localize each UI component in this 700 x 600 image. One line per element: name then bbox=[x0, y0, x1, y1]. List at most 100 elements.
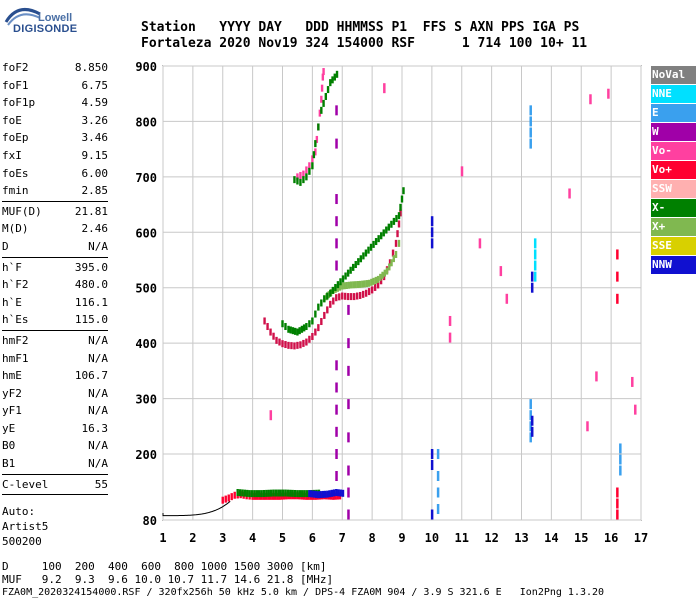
echo-point bbox=[347, 465, 350, 476]
param-value: N/A bbox=[88, 439, 108, 453]
param-value: 21.81 bbox=[74, 204, 108, 218]
echo-point bbox=[269, 489, 273, 497]
param-value: N/A bbox=[88, 351, 108, 365]
echo-point bbox=[385, 267, 389, 275]
echo-point bbox=[347, 509, 350, 520]
echo-point bbox=[263, 317, 266, 325]
y-tick-label: 200 bbox=[135, 448, 157, 462]
param-row: B1 N/A bbox=[2, 455, 108, 473]
echo-point bbox=[248, 490, 251, 498]
param-value: 6.00 bbox=[81, 166, 109, 180]
separator bbox=[2, 329, 108, 331]
param-name: foEp bbox=[2, 131, 29, 145]
x-tick-label: 11 bbox=[455, 531, 469, 545]
echo-point bbox=[266, 323, 269, 331]
echo-point bbox=[379, 273, 382, 281]
echo-point bbox=[394, 250, 398, 258]
logo-lowell: Lowell bbox=[38, 12, 73, 24]
echo-point bbox=[382, 229, 385, 237]
echo-point bbox=[392, 217, 396, 225]
echo-point bbox=[289, 326, 292, 334]
echo-point bbox=[353, 293, 356, 301]
echo-point bbox=[339, 489, 342, 497]
echo-point bbox=[586, 421, 589, 432]
echo-point bbox=[383, 269, 387, 277]
param-row: h`F 395.0 bbox=[2, 259, 108, 277]
echo-point bbox=[269, 328, 272, 336]
echo-point bbox=[336, 281, 340, 289]
echo-point bbox=[383, 83, 386, 94]
echo-point bbox=[335, 216, 338, 227]
echo-point bbox=[308, 320, 311, 328]
legend-item: NNE bbox=[651, 85, 696, 103]
echo-point bbox=[335, 360, 338, 371]
echo-point bbox=[347, 338, 350, 349]
echo-point bbox=[238, 489, 242, 497]
param-value: 115.0 bbox=[74, 313, 108, 327]
echo-point bbox=[326, 490, 329, 498]
param-value: 3.46 bbox=[81, 131, 109, 145]
echo-point bbox=[323, 490, 327, 498]
echo-point bbox=[402, 187, 405, 195]
echo-point bbox=[377, 235, 380, 243]
echo-point bbox=[335, 449, 338, 459]
echo-point bbox=[341, 292, 344, 300]
echo-point bbox=[631, 376, 634, 387]
digisonde-logo-swoosh bbox=[4, 8, 41, 26]
echo-point bbox=[392, 255, 395, 263]
echo-point bbox=[314, 310, 317, 318]
separator bbox=[2, 473, 108, 475]
echo-point bbox=[367, 279, 371, 287]
echo-point bbox=[529, 421, 532, 432]
echo-point bbox=[376, 275, 380, 283]
echo-point bbox=[298, 327, 301, 335]
echo-point bbox=[253, 490, 256, 498]
echo-point bbox=[224, 495, 227, 503]
echo-point bbox=[400, 195, 404, 203]
echo-point bbox=[530, 426, 534, 437]
logo-digisonde: DIGISONDE bbox=[13, 23, 78, 35]
echo-point bbox=[347, 487, 350, 498]
separator bbox=[2, 200, 108, 202]
echo-point bbox=[352, 263, 355, 271]
echo-point bbox=[347, 365, 350, 376]
echo-point bbox=[303, 490, 306, 498]
echo-point bbox=[314, 140, 317, 148]
param-name: foE bbox=[2, 113, 22, 127]
param-row: yE 16.3 bbox=[2, 420, 108, 438]
param-row: hmF1 N/A bbox=[2, 350, 108, 368]
echo-point bbox=[308, 162, 311, 170]
param-name: h`Es bbox=[2, 313, 29, 327]
echo-point bbox=[260, 490, 263, 498]
echo-point bbox=[529, 138, 532, 149]
echo-point bbox=[354, 281, 357, 289]
distance-row: D 100 200 400 600 800 1000 1500 3000 [km… bbox=[2, 560, 327, 573]
echo-point bbox=[241, 489, 244, 497]
param-name: B1 bbox=[2, 457, 16, 471]
y-tick-label: 700 bbox=[135, 171, 157, 185]
echo-point bbox=[300, 325, 304, 333]
echo-point bbox=[290, 342, 293, 350]
param-row: MUF(D) 21.81 bbox=[2, 203, 108, 221]
echo-point bbox=[436, 449, 440, 459]
legend-item: NoVal bbox=[651, 66, 696, 84]
file-info-footer: FZA0M_2020324154000.RSF / 320fx256h 50 k… bbox=[2, 587, 605, 598]
echo-point bbox=[296, 328, 299, 336]
echo-point bbox=[317, 491, 320, 499]
param-row: fmin 2.85 bbox=[2, 182, 108, 200]
echo-point bbox=[337, 489, 340, 497]
param-value: 55 bbox=[94, 477, 108, 491]
echo-point bbox=[346, 269, 350, 277]
echo-point bbox=[314, 490, 318, 498]
echo-point bbox=[349, 266, 352, 274]
y-tick-label: 500 bbox=[135, 282, 157, 296]
echo-point bbox=[302, 324, 306, 332]
echo-point bbox=[634, 404, 637, 415]
echo-point bbox=[436, 487, 440, 498]
echo-point bbox=[272, 489, 275, 497]
param-value: N/A bbox=[88, 239, 108, 253]
echo-point bbox=[362, 252, 365, 260]
echo-point bbox=[318, 109, 322, 117]
echo-point bbox=[499, 266, 503, 277]
